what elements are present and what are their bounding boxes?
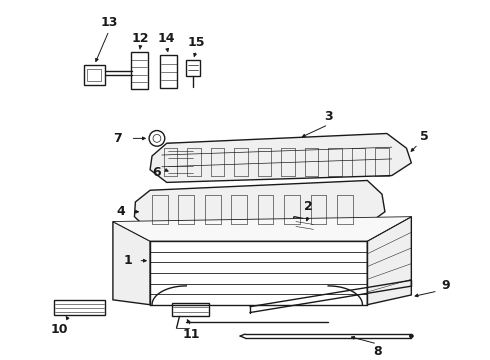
Text: 15: 15 bbox=[187, 36, 205, 49]
Circle shape bbox=[409, 334, 413, 338]
Text: 7: 7 bbox=[113, 132, 122, 145]
Circle shape bbox=[149, 131, 165, 146]
Polygon shape bbox=[150, 134, 411, 183]
Text: 8: 8 bbox=[373, 345, 381, 358]
Polygon shape bbox=[134, 180, 385, 231]
Polygon shape bbox=[113, 221, 150, 305]
Text: 11: 11 bbox=[182, 328, 200, 341]
Bar bbox=[186, 60, 200, 76]
Polygon shape bbox=[113, 217, 411, 241]
Text: 9: 9 bbox=[441, 279, 450, 292]
Bar bbox=[54, 300, 105, 315]
Polygon shape bbox=[368, 217, 411, 305]
Bar bbox=[130, 52, 148, 89]
Text: 5: 5 bbox=[420, 130, 428, 143]
Text: 6: 6 bbox=[152, 166, 161, 179]
Text: 3: 3 bbox=[324, 111, 333, 123]
Text: 12: 12 bbox=[131, 32, 149, 45]
Bar bbox=[172, 303, 209, 316]
Text: 2: 2 bbox=[304, 201, 313, 213]
Text: 4: 4 bbox=[116, 205, 125, 218]
Text: 10: 10 bbox=[50, 323, 68, 336]
Bar bbox=[84, 65, 105, 85]
Polygon shape bbox=[292, 217, 318, 234]
Bar bbox=[87, 69, 101, 81]
Text: 14: 14 bbox=[158, 32, 175, 45]
Circle shape bbox=[153, 135, 161, 142]
Bar bbox=[160, 55, 177, 89]
Text: 13: 13 bbox=[100, 17, 118, 30]
Text: 1: 1 bbox=[123, 254, 132, 267]
Bar bbox=[167, 143, 194, 180]
